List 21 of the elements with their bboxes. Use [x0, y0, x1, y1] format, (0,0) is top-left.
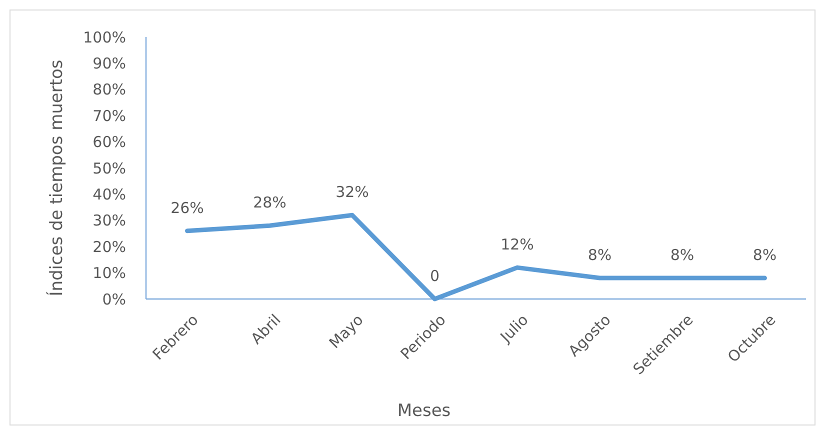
- y-tick-label: 80%: [92, 80, 126, 99]
- data-label: 12%: [500, 236, 534, 254]
- y-axis-title: Índices de tiempos muertos: [46, 60, 67, 296]
- y-tick-label: 10%: [92, 264, 126, 282]
- y-tick-label: 90%: [92, 54, 126, 72]
- y-tick-label: 40%: [92, 185, 126, 204]
- data-label: 26%: [170, 198, 204, 217]
- y-tick-label: 0%: [102, 290, 126, 308]
- y-tick-label: 30%: [92, 212, 126, 230]
- y-tick-label: 100%: [83, 28, 126, 46]
- data-label: 0: [430, 267, 440, 285]
- data-label: 32%: [336, 183, 369, 202]
- x-axis-title: Meses: [397, 401, 451, 421]
- y-tick-label: 50%: [92, 159, 126, 178]
- data-label: 8%: [670, 246, 694, 264]
- y-tick-label: 60%: [92, 133, 126, 152]
- y-tick-label: 20%: [92, 238, 126, 256]
- data-label: 8%: [588, 246, 612, 264]
- y-tick-label: 70%: [92, 106, 126, 125]
- data-label: 28%: [253, 194, 286, 212]
- data-label: 8%: [752, 246, 777, 264]
